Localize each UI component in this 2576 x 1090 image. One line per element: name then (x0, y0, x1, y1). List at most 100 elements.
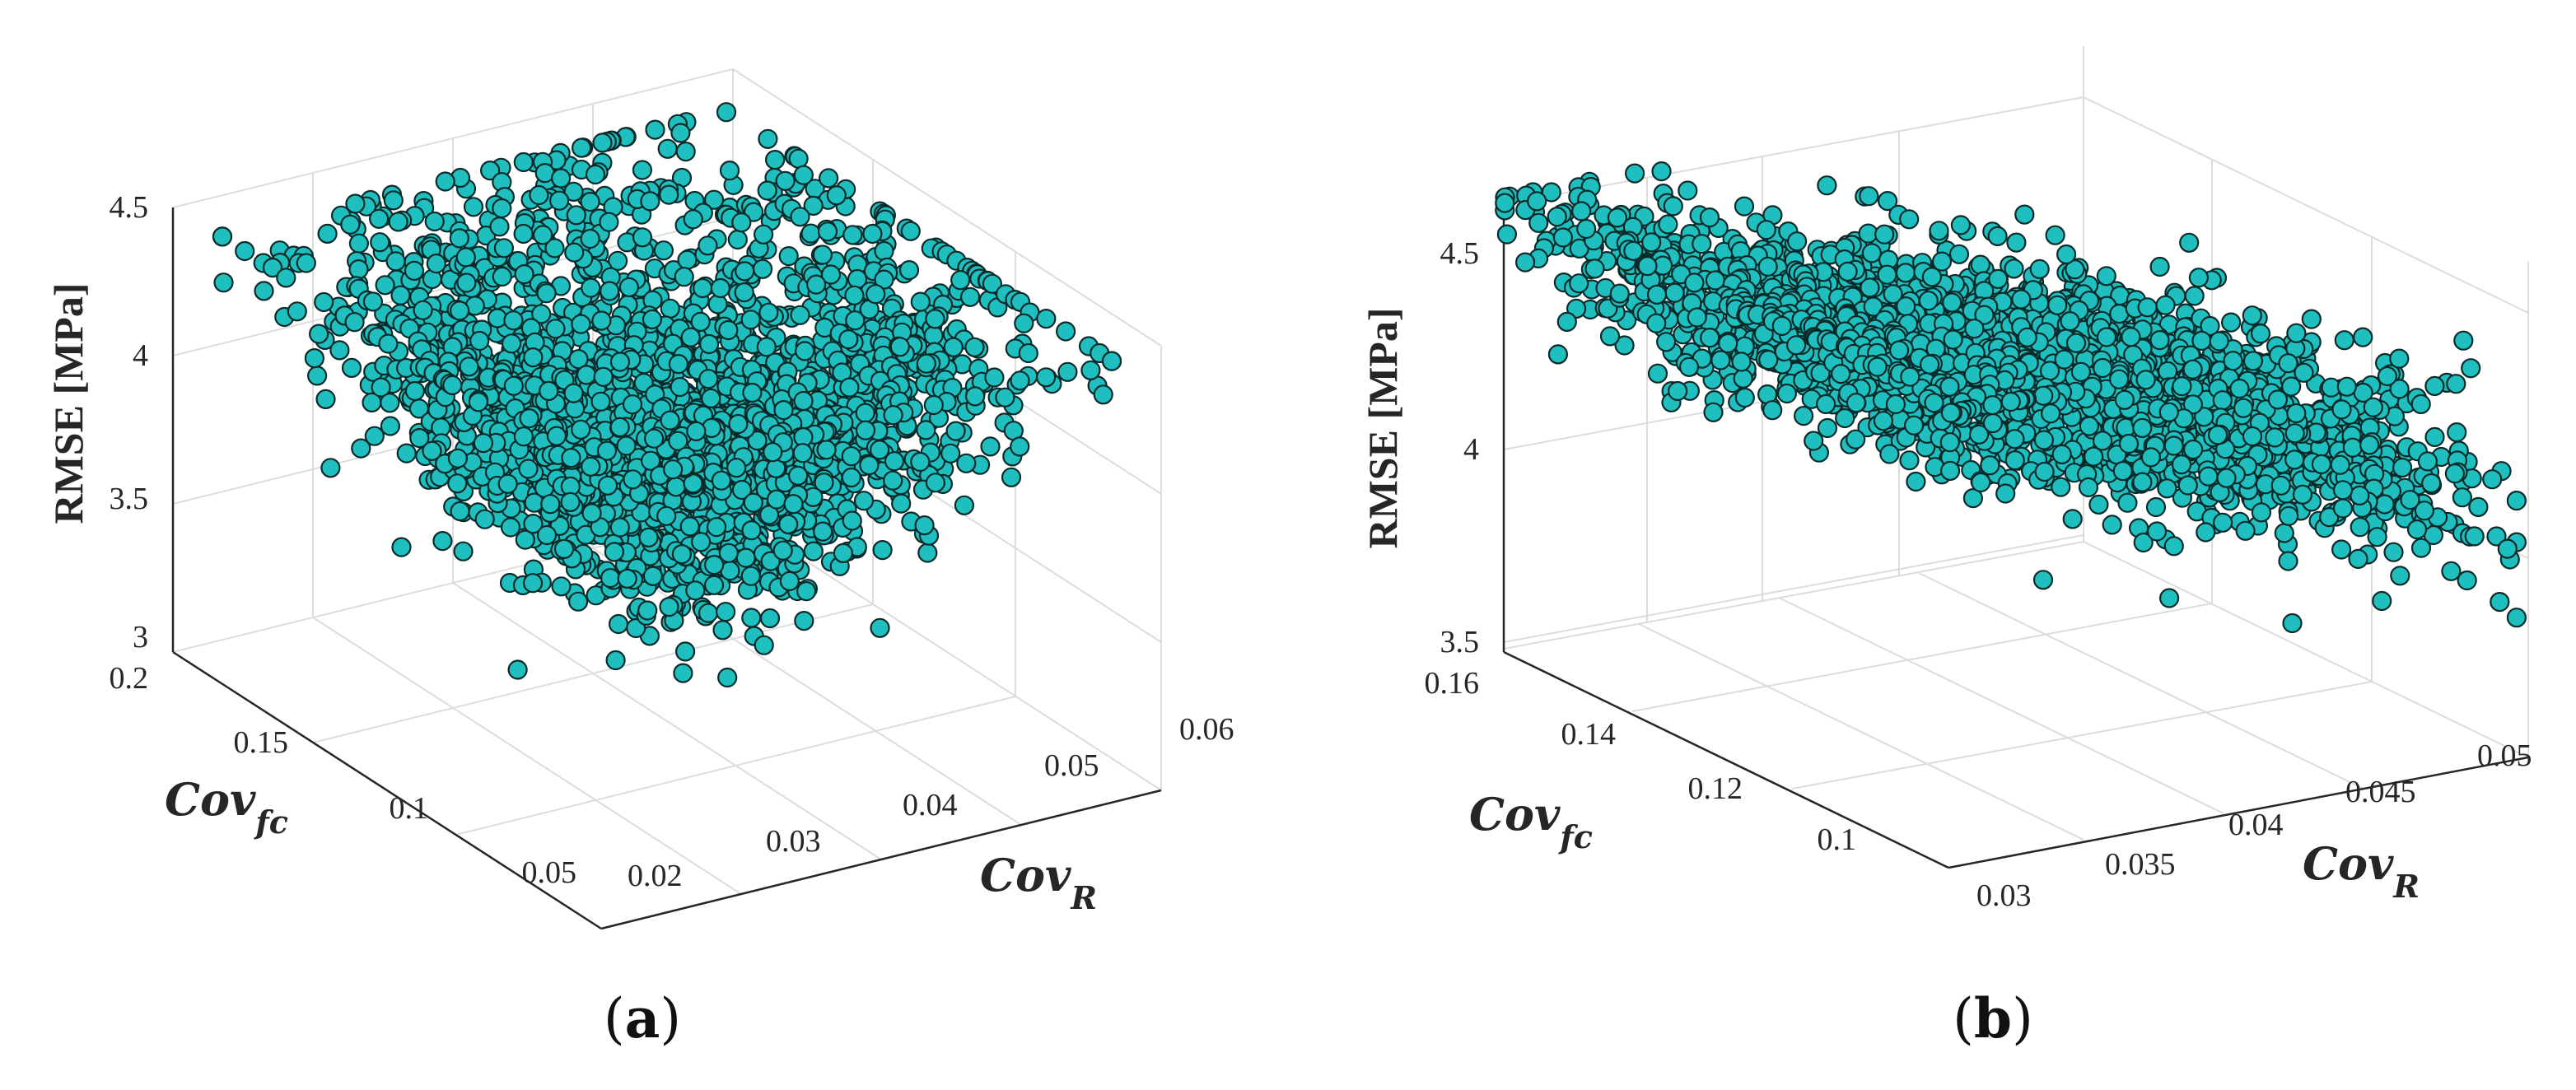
scatter-point (1703, 402, 1724, 422)
scatter-point (727, 229, 748, 250)
scatter-point (883, 405, 903, 426)
scatter-point (351, 438, 371, 459)
scatter-point (213, 272, 234, 293)
scatter-point (2331, 539, 2352, 560)
scatter-point (2155, 295, 2176, 315)
scatter-point (1547, 344, 1569, 365)
scatter-point (726, 458, 747, 478)
scatter-point (580, 192, 600, 212)
scatter-point (1093, 384, 1113, 405)
scatter-point (2149, 330, 2170, 351)
scatter-point (980, 436, 1001, 457)
scatter-point (426, 254, 446, 274)
scatter-point (2014, 204, 2035, 225)
scatter-point (677, 249, 698, 270)
scatter-point (659, 596, 679, 617)
scatter-point (853, 491, 875, 511)
scatter-point (1987, 226, 2008, 246)
scatter-point (592, 133, 613, 153)
scatter-point (453, 541, 474, 561)
scatter-point (380, 416, 400, 436)
scatter-point (698, 333, 720, 355)
scatter-point (916, 353, 936, 374)
scatter-point (497, 473, 518, 494)
scatter-point (503, 310, 524, 331)
scatter-point (674, 641, 696, 662)
scatter-point (779, 571, 800, 592)
scatter-point (362, 291, 383, 312)
scatter-point (1918, 291, 1939, 311)
scatter-point (866, 284, 886, 305)
scatter-point (1734, 196, 1755, 217)
scatter-point (1710, 350, 1731, 370)
panel-a-ylabel: Covfc (165, 773, 288, 841)
scatter-point (1921, 267, 1942, 287)
panel-a-ytick-0.1: 0.1 (390, 791, 429, 826)
panel-a-xtick-0.02: 0.02 (628, 859, 683, 893)
scatter-point (740, 566, 761, 586)
scatter-point (2029, 259, 2050, 279)
scatter-point (375, 275, 395, 296)
scatter-point (778, 514, 799, 534)
scatter-point (585, 164, 606, 185)
scatter-point (1664, 282, 1685, 303)
scatter-point (581, 456, 601, 477)
scatter-point (468, 392, 489, 412)
scatter-point (805, 274, 827, 295)
scatter-point (1889, 340, 1910, 361)
scatter-point (1817, 417, 1838, 439)
scatter-point (605, 650, 626, 671)
scatter-point (581, 503, 602, 524)
scatter-point (757, 180, 777, 201)
scatter-point (524, 492, 544, 513)
scatter-point (1867, 356, 1888, 377)
scatter-point (794, 610, 814, 631)
scatter-point (680, 327, 701, 347)
scatter-point (642, 309, 663, 329)
scatter-point (693, 277, 713, 299)
scatter-point (304, 348, 324, 369)
scatter-point (842, 225, 863, 245)
scatter-point (1756, 220, 1776, 240)
scatter-point (388, 212, 408, 232)
scatter-point (638, 527, 659, 548)
scatter-point (656, 505, 677, 526)
scatter-point (673, 663, 693, 683)
scatter-point (716, 102, 737, 123)
scatter-point (2179, 232, 2200, 253)
scatter-point (2242, 351, 2263, 371)
panel-a-ytick-0.05: 0.05 (522, 855, 577, 890)
scatter-point (874, 240, 894, 262)
scatter-point (309, 324, 329, 344)
scatter-point (698, 369, 719, 389)
scatter-point (1647, 363, 1668, 384)
scatter-point (1929, 221, 1949, 241)
scatter-point (531, 304, 552, 324)
scatter-point (492, 198, 512, 219)
scatter-point (1552, 227, 1574, 248)
scatter-point (659, 184, 679, 205)
scatter-point (513, 426, 534, 447)
scatter-point (703, 554, 725, 575)
scatter-point (2251, 502, 2271, 523)
panel-a-ytick-0.15: 0.15 (234, 725, 289, 760)
scatter-point (923, 325, 944, 346)
scatter-point (710, 277, 730, 299)
scatter-point (447, 448, 469, 468)
scatter-point (369, 208, 390, 229)
scatter-point (1514, 252, 1536, 272)
scatter-point (679, 516, 700, 537)
scatter-point (276, 268, 296, 288)
scatter-point (370, 232, 390, 253)
scatter-point (674, 267, 694, 287)
scatter-point (581, 277, 601, 298)
scatter-point (518, 459, 539, 479)
scatter-point (1860, 277, 1880, 298)
scatter-point (2410, 538, 2432, 558)
scatter-point (816, 440, 837, 460)
panel-a-plot: 3 3.5 4 4.5 0.2 0.15 0.1 0.05 0.02 0.03 … (45, 68, 1234, 1050)
scatter-point (923, 394, 944, 416)
scatter-point (1950, 215, 1971, 235)
scatter-point (2284, 450, 2305, 470)
scatter-point (1692, 234, 1712, 254)
